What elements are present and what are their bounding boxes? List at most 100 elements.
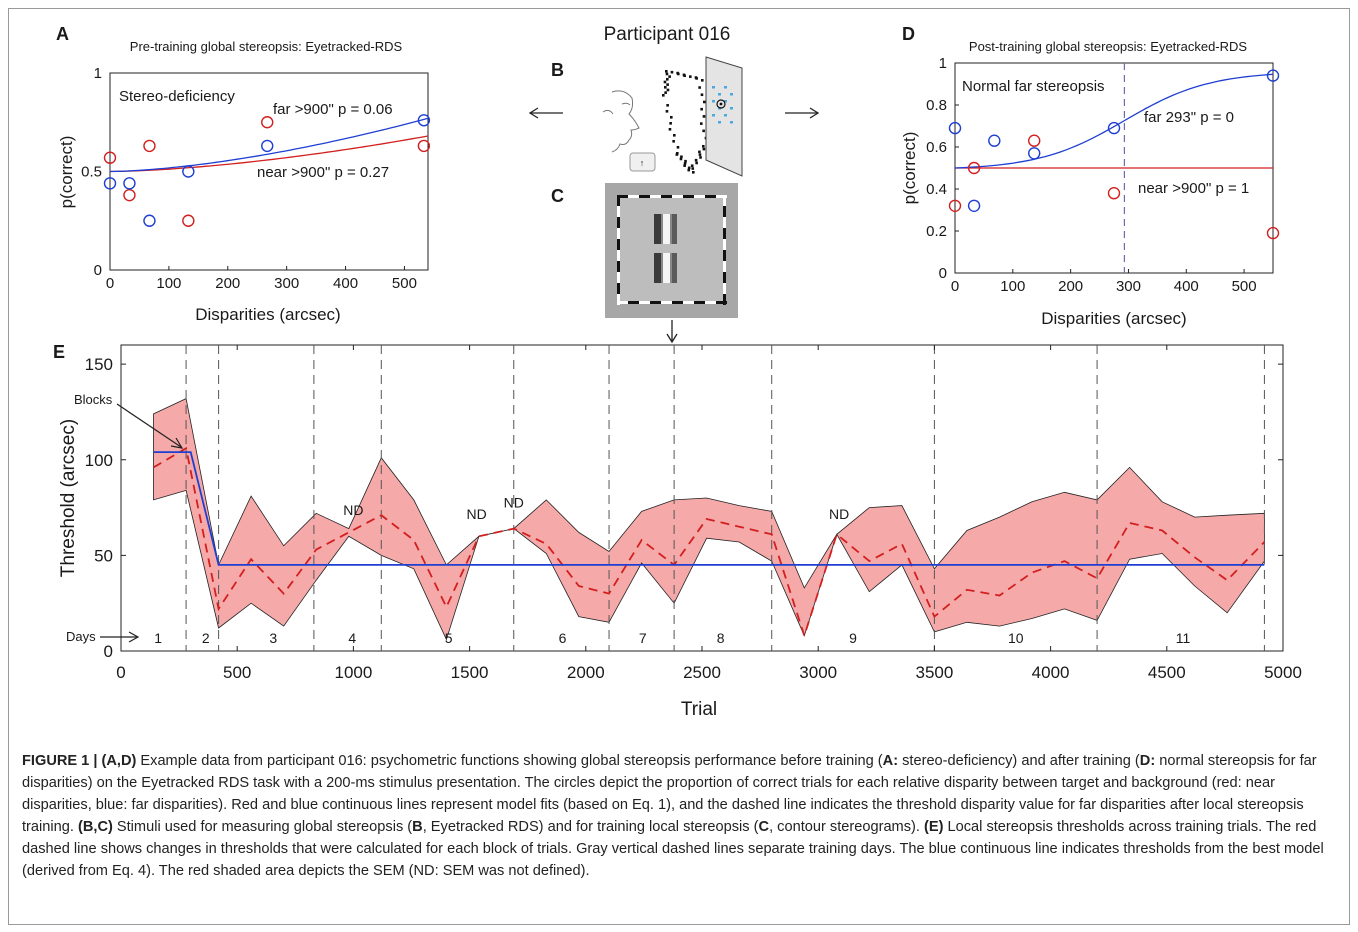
frame-dash [617,294,620,305]
rds-dot [691,167,695,170]
panel-d-far-label: far 293" p = 0 [1144,109,1234,126]
rds-dot [672,140,675,143]
frame-dash [683,301,694,304]
caption-part-13: (E) [923,819,944,835]
frame-dash [723,250,726,261]
rds-dot [700,107,703,111]
frame-dash [617,272,620,283]
frame-dash [617,239,620,250]
rds-dot [666,88,670,92]
rds-dot [666,104,669,107]
rds-dot [690,164,694,168]
caption-part-8: Stimuli used for measuring global stereo… [112,819,413,835]
x-tick-label: 300 [274,275,299,292]
rds-dot [702,147,706,151]
frame-dash [617,206,620,217]
panel-letter-e: E [53,342,65,362]
y-tick-label: 1 [939,55,947,72]
rds-dot [695,161,698,165]
frame-dash [716,195,727,198]
far-point [1028,147,1041,160]
rds-dot [665,72,669,76]
x-tick-label: 200 [215,275,240,292]
x-tick-label: 4500 [1148,663,1186,682]
rds-dot [680,155,683,159]
rds-dot [699,156,702,159]
day-label: 9 [849,630,857,646]
panel-a-title: Pre-training global stereopsis: Eyetrack… [130,39,403,54]
near-point [1107,186,1121,200]
frame-dash [650,195,661,198]
frame-dash [705,195,716,198]
far-point [1107,121,1121,135]
rds-dot [689,75,692,78]
rds-dot [676,146,680,149]
far-fit-line [954,73,1274,169]
caption-part-6: normal stereopsis for far disparities) o… [22,753,1317,835]
caption-part-12: , contour stereograms). [769,819,924,835]
right-arrow-icon [785,107,820,119]
rds-dot [664,86,667,89]
x-tick-label: 3000 [799,663,837,682]
frame-dash [617,301,628,304]
rds-dot [683,74,686,78]
day-label: 6 [559,630,567,646]
rds-dot [669,122,672,125]
screen-dot [712,86,715,89]
near-point [1266,226,1280,240]
x-tick-label: 4000 [1032,663,1070,682]
frame-dash [639,195,650,198]
frame-dash [723,228,726,239]
frame-dash [617,283,620,294]
near-point [143,139,156,153]
rds-dot [663,80,667,84]
rds-dot [694,158,698,162]
panel-d-xlabel: Disparities (arcsec) [1041,309,1186,328]
far-fit-line [109,117,429,173]
caption-part-3: A: [882,753,899,769]
frame-dash [617,250,620,261]
left-arrow-icon [528,107,563,119]
panel-d: D Post-training global stereopsis: Eyetr… [900,24,1280,328]
rds-dot [670,116,673,119]
day-label: 7 [639,630,647,646]
day-label: 5 [445,630,453,646]
far-point [182,165,195,178]
panel-bc: Participant 016 B C ↑ [528,24,820,344]
rds-dot [666,78,669,81]
y-tick-label: 0.5 [81,164,102,181]
screen-dot [730,107,733,110]
y-tick-label: 0.2 [926,223,947,240]
observer-face-icon [602,90,640,153]
caption-part-9: B [412,819,423,835]
panel-e-ylabel: Threshold (arcsec) [58,419,79,577]
x-tick-label: 100 [1000,278,1025,295]
far-point [261,139,274,153]
rds-dot [700,93,704,97]
day-label: 2 [202,630,210,646]
rds-dot [698,86,701,89]
rds-dot [687,166,691,170]
caption-part-7: (B,C) [77,819,113,835]
far-point [143,214,156,227]
far-point [417,114,431,127]
frame-dash [723,283,726,294]
figure-frame [8,8,1350,925]
y-tick-label: 0.4 [926,181,947,198]
screen-dot [730,93,733,96]
frame-dash [650,301,661,304]
frame-dash [694,301,705,304]
x-tick-label: 500 [223,663,251,682]
x-tick-label: 2000 [567,663,605,682]
nd-marker: ND [504,494,524,510]
rds-dot [662,94,665,97]
panel-letter-b: B [551,60,564,80]
panel-e-day-labels: 1 2 3 4 5 6 7 8 9 10 11 [154,630,1190,646]
panel-d-marks [948,63,1280,273]
rds-dot [679,157,683,161]
panel-a-xlabel: Disparities (arcsec) [195,305,340,324]
panel-d-yticks: 0 0.2 0.4 0.6 0.8 1 [926,55,959,282]
frame-dash [617,228,620,239]
nd-marker: ND [829,506,849,522]
panel-a-far-label: far >900" p = 0.06 [273,101,393,118]
